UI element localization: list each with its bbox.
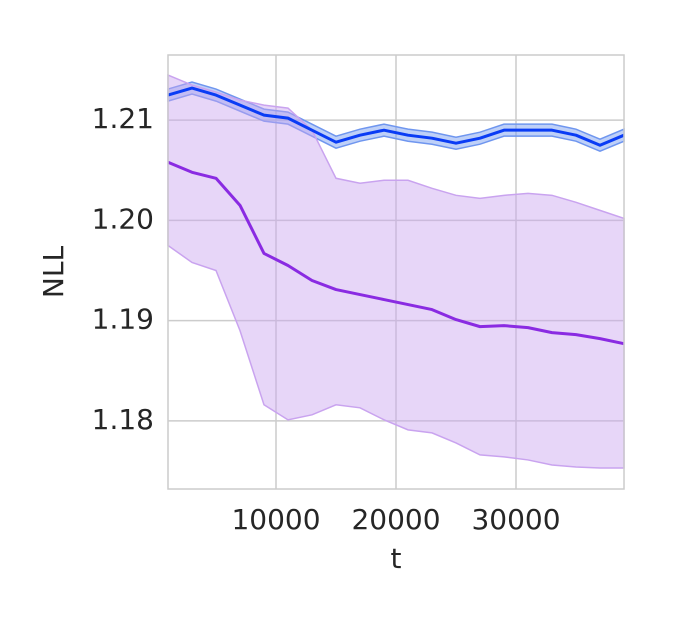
series-line xyxy=(167,160,625,346)
y-tick-label: 1.21 xyxy=(92,102,154,135)
grid xyxy=(168,55,624,489)
lines xyxy=(167,86,625,346)
x-tick-label: 10000 xyxy=(231,503,320,536)
y-axis-label: NLL xyxy=(37,246,70,299)
series-line xyxy=(167,86,625,147)
plot-frame xyxy=(167,54,625,490)
x-axis-label: t xyxy=(391,542,402,575)
x-tick-label: 30000 xyxy=(471,503,560,536)
y-tick-label: 1.20 xyxy=(92,202,154,235)
y-tick-label: 1.18 xyxy=(92,403,154,436)
y-tick-label: 1.19 xyxy=(92,303,154,336)
x-tick-label: 20000 xyxy=(351,503,440,536)
